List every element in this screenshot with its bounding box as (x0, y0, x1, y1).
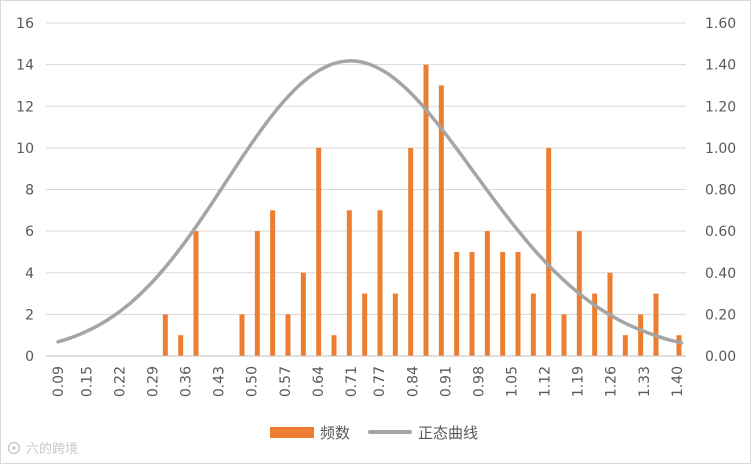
x-tick-label: 0.91 (438, 366, 454, 397)
curve-series (56, 59, 684, 345)
y-right-tick-label: 1.60 (705, 16, 736, 32)
x-tick-label: 0.09 (51, 366, 67, 397)
legend-label-bars: 频数 (320, 423, 351, 442)
x-tick-label: 0.98 (471, 366, 487, 397)
x-tick-label: 1.40 (670, 366, 686, 397)
bar (193, 231, 199, 356)
legend-item-curve: 正态曲线 (368, 422, 478, 443)
bar (392, 293, 398, 356)
axes: 0 0.00 2 0.20 4 0.40 6 0.60 8 0.80 10 1.00 12 1.20 14 1… (16, 16, 736, 397)
bar (530, 293, 536, 356)
bar (178, 335, 184, 356)
bar (285, 314, 291, 356)
bar (438, 85, 444, 356)
bar (346, 210, 352, 356)
bar (300, 272, 306, 356)
y-left-tick-label: 6 (25, 224, 34, 240)
brand-logo-icon (7, 441, 21, 454)
bar (270, 210, 276, 356)
x-tick-label: 1.19 (571, 366, 587, 397)
bar (254, 231, 260, 356)
legend-swatch-bars (270, 426, 314, 438)
x-tick-label: 1.26 (604, 366, 620, 397)
bar (484, 231, 490, 356)
legend-swatch-curve (368, 430, 413, 434)
bar (561, 314, 567, 356)
x-tick-label: 0.57 (278, 366, 294, 397)
y-right-tick-label: 1.40 (705, 58, 736, 74)
bar (546, 147, 552, 356)
x-tick-label: 0.15 (79, 366, 95, 397)
y-left-tick-label: 16 (16, 16, 34, 32)
x-tick-label: 1.12 (538, 366, 554, 397)
bar (362, 293, 368, 356)
bar (515, 251, 521, 356)
x-tick-label: 0.84 (405, 366, 421, 397)
y-left-tick-label: 14 (16, 58, 34, 74)
x-tick-label: 0.36 (179, 366, 195, 397)
bar (423, 64, 429, 356)
y-left-tick-label: 2 (25, 307, 34, 323)
y-left-tick-label: 0 (25, 349, 34, 365)
x-tick-label: 1.33 (637, 366, 653, 397)
x-tick-label: 0.43 (212, 366, 228, 397)
bar (239, 314, 245, 356)
x-tick-label: 0.64 (311, 366, 327, 397)
x-tick-label: 0.77 (372, 366, 388, 397)
y-left-tick-label: 10 (16, 141, 34, 157)
y-right-tick-label: 0.20 (705, 307, 736, 323)
bar (162, 314, 168, 356)
x-tick-label: 0.22 (112, 366, 128, 397)
bar-series (162, 64, 682, 356)
legend: 频数 正态曲线 (270, 421, 496, 443)
normal-curve-line (56, 59, 684, 345)
x-tick-label: 0.29 (145, 366, 161, 397)
y-left-tick-label: 8 (25, 183, 34, 199)
legend-item-bars: 频数 (270, 422, 350, 443)
watermark-text: 六的跨境 (26, 442, 79, 457)
y-right-tick-label: 0.40 (705, 266, 736, 282)
bar (377, 210, 383, 356)
x-tick-label: 0.50 (245, 366, 261, 397)
bar (622, 335, 628, 356)
bar (454, 251, 460, 356)
y-right-tick-label: 1.20 (705, 99, 736, 115)
watermark: 六的跨境 (6, 438, 78, 457)
bar (331, 335, 337, 356)
bar (638, 314, 644, 356)
x-tick-label: 1.05 (505, 366, 521, 397)
y-right-tick-label: 0.00 (705, 349, 736, 365)
y-left-tick-label: 4 (25, 266, 34, 282)
bar (676, 335, 682, 356)
y-right-tick-label: 1.00 (705, 141, 736, 157)
y-right-tick-label: 0.80 (705, 183, 736, 199)
bar (500, 251, 506, 356)
bar (469, 251, 475, 356)
bar (316, 147, 322, 356)
y-left-tick-label: 12 (16, 99, 34, 115)
y-right-tick-label: 0.60 (705, 224, 736, 240)
bar (653, 293, 659, 356)
bar (592, 293, 598, 356)
bar (408, 147, 414, 356)
legend-label-curve: 正态曲线 (418, 423, 479, 442)
x-tick-label: 0.71 (344, 366, 360, 397)
gridlines (46, 22, 686, 315)
